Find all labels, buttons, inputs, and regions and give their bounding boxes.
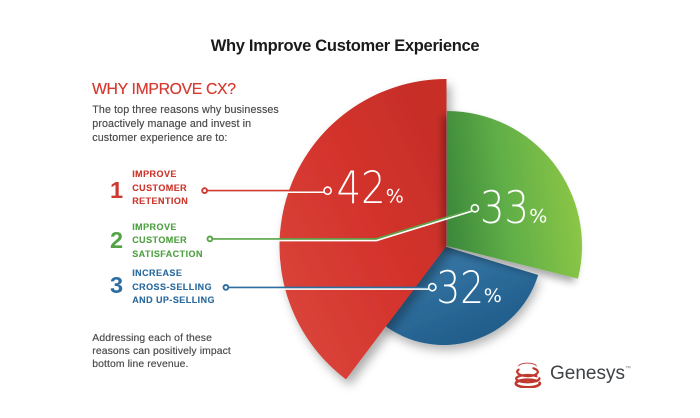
- pie-slice-blue[interactable]: [382, 246, 539, 346]
- label-red-pct: %: [386, 186, 404, 208]
- logo-swirl: [514, 362, 542, 388]
- trademark-symbol: ™: [624, 365, 631, 372]
- leader-dot-red: [201, 187, 208, 194]
- logo-swirl-bottom-ring: [514, 378, 542, 388]
- leader-dot-blue: [222, 284, 230, 291]
- pie-dot-blue: [427, 282, 437, 292]
- legend-label-2: IMPROVE CUSTOMER SATISFACTION: [132, 221, 203, 259]
- label-red-value: 42: [337, 163, 386, 214]
- label-green-pct: %: [529, 206, 547, 228]
- genesys-logo-text: Genesys™: [550, 362, 631, 384]
- label-blue-value: 32: [437, 263, 485, 314]
- pie-dot-red: [323, 186, 332, 196]
- panel-footer-line: bottom line revenue.: [92, 359, 189, 371]
- legend-number-2: 2: [109, 227, 124, 254]
- pie-slice-green[interactable]: [447, 111, 583, 279]
- panel-intro-line: The top three reasons why businesses: [92, 104, 279, 117]
- logo-swirl-top-arc: [518, 362, 537, 367]
- page-title: Why Improve Customer Experience: [210, 37, 480, 55]
- legend-number-3: 3: [109, 271, 124, 298]
- label-blue-pct: %: [484, 285, 502, 307]
- panel-footer-line: Addressing each of these: [92, 332, 212, 344]
- pie-dot-green: [470, 203, 480, 213]
- panel-heading: WHY IMPROVE CX?: [92, 81, 236, 99]
- legend-number-1: 1: [109, 177, 124, 204]
- genesys-logo-icon: [514, 362, 542, 388]
- panel-intro-line: customer experience are to:: [92, 132, 228, 145]
- legend-label-1: IMPROVE CUSTOMER RETENTION: [132, 169, 189, 207]
- leader-line-green-highlight: [212, 210, 472, 242]
- genesys-logo: Genesys™: [514, 361, 684, 393]
- panel-footer-line: reasons can positively impact: [92, 345, 231, 357]
- panel-intro-line: proactively manage and invest in: [92, 118, 252, 131]
- leader-line-green: [212, 208, 472, 240]
- pie-labels: 42 % 33 % 32 %: [337, 163, 548, 314]
- panel-footer: Addressing each of these reasons can pos…: [92, 332, 231, 372]
- panel-intro: The top three reasons why businesses pro…: [92, 104, 279, 146]
- leader-dots: [201, 186, 480, 292]
- label-green-value: 33: [480, 183, 529, 234]
- pie-slice-red[interactable]: [279, 79, 447, 380]
- legend-label-3: INCREASE CROSS-SELLING AND UP-SELLING: [132, 268, 215, 305]
- leader-lines: [207, 189, 472, 290]
- leader-dot-green: [206, 235, 214, 243]
